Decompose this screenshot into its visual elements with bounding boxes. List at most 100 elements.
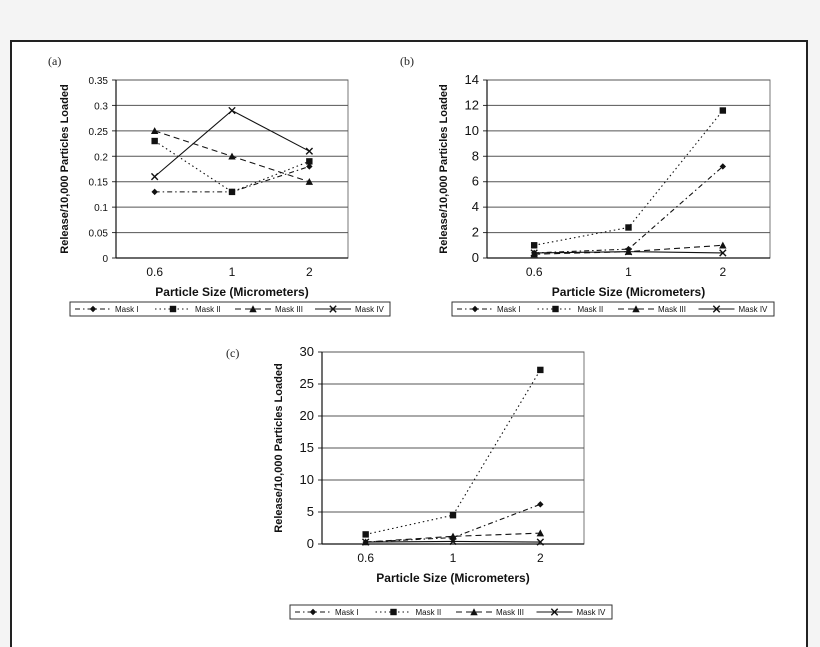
x-tick-label: 1 — [450, 551, 457, 565]
legend: Mask I Mask II Mask III Mask IV — [451, 301, 775, 317]
y-tick-label: 30 — [300, 344, 314, 359]
legend-marker — [550, 608, 559, 616]
legend-marker — [89, 305, 97, 313]
data-point — [305, 147, 314, 155]
legend-box — [289, 604, 613, 620]
x-tick-label: 0.6 — [357, 551, 374, 565]
legend-label: Mask II — [578, 305, 604, 314]
x-tick-label: 2 — [719, 265, 726, 279]
y-tick-label: 0 — [472, 250, 479, 265]
series-line — [534, 166, 724, 254]
y-tick-label: 15 — [300, 440, 314, 455]
data-point — [228, 106, 236, 115]
x-tick-label: 2 — [537, 551, 544, 565]
legend-box — [451, 301, 775, 317]
y-tick-label: 0.2 — [94, 152, 108, 163]
series-mask-ii — [151, 137, 313, 196]
data-point — [625, 224, 632, 231]
data-point — [362, 531, 369, 538]
data-point — [449, 532, 457, 540]
legend-label: Mask I — [497, 305, 521, 314]
y-tick-label: 25 — [300, 376, 314, 391]
data-point — [530, 249, 538, 257]
x-tick-label: 1 — [625, 265, 632, 279]
legend-label: Mask II — [416, 608, 442, 617]
series-mask-iv — [530, 247, 727, 257]
y-tick-label: 10 — [300, 472, 314, 487]
panel-label-b: (b) — [400, 54, 414, 68]
series-mask-iv — [361, 537, 545, 546]
panel-label-c: (c) — [226, 346, 240, 360]
data-point — [228, 188, 236, 196]
x-axis-label: Particle Size (Micrometers) — [376, 571, 529, 585]
x-tick-label: 2 — [306, 265, 313, 279]
series-line — [365, 532, 541, 543]
data-point — [228, 152, 236, 160]
y-tick-label: 5 — [307, 504, 314, 519]
data-point — [305, 178, 314, 185]
data-point — [536, 529, 545, 537]
legend-marker — [309, 608, 317, 616]
x-axis-label: Particle Size (Micrometers) — [552, 285, 705, 299]
legend-label: Mask I — [115, 305, 139, 314]
y-tick-label: 4 — [472, 199, 479, 214]
x-axis-label: Particle Size (Micrometers) — [155, 285, 308, 299]
data-point — [306, 163, 313, 170]
data-point — [530, 242, 538, 249]
y-tick-label: 0 — [307, 536, 314, 551]
legend-label: Mask III — [496, 608, 524, 617]
legend-label: Mask III — [658, 305, 686, 314]
legend-label: Mask III — [275, 305, 303, 314]
y-axis-label: Release/10,000 Particles Loaded — [273, 363, 285, 532]
y-tick-label: 0.25 — [89, 127, 109, 138]
y-tick-label: 0.15 — [89, 178, 109, 189]
y-tick-label: 0.05 — [89, 229, 109, 240]
data-point — [361, 538, 370, 546]
y-tick-label: 20 — [300, 408, 314, 423]
legend-box — [69, 301, 391, 317]
panel-label-a: (a) — [48, 54, 62, 68]
y-tick-label: 2 — [472, 225, 479, 240]
series-mask-iv — [150, 106, 314, 181]
x-tick-label: 0.6 — [146, 265, 163, 279]
legend-marker — [390, 608, 397, 616]
data-point — [719, 241, 727, 249]
legend-marker — [632, 305, 640, 313]
legend-label: Mask II — [195, 305, 221, 314]
series-mask-ii — [362, 366, 544, 538]
y-tick-label: 0.3 — [94, 101, 108, 112]
data-point — [719, 163, 727, 170]
series-mask-ii — [530, 107, 727, 249]
data-point — [449, 512, 457, 519]
x-tick-label: 0.6 — [526, 265, 543, 279]
data-point — [306, 158, 313, 165]
legend-marker — [470, 608, 478, 616]
y-tick-label: 12 — [465, 97, 479, 112]
data-point — [624, 247, 633, 256]
legend-label: Mask IV — [739, 305, 769, 314]
y-tick-label: 8 — [472, 148, 479, 163]
legend-label: Mask I — [335, 608, 359, 617]
legend-marker — [329, 305, 337, 313]
y-tick-label: 14 — [465, 72, 479, 87]
legend-marker — [249, 305, 257, 313]
data-point — [536, 538, 545, 546]
series-line — [365, 503, 541, 543]
data-point — [719, 249, 727, 257]
data-point — [151, 188, 158, 196]
legend: Mask I Mask II Mask III Mask IV — [69, 301, 391, 317]
chart-a: 0 0.05 0.1 0.15 0.2 0.25 0.3 0.35 0.6 1 2 Particle … — [59, 76, 391, 317]
legend: Mask I Mask II Mask III Mask IV — [289, 604, 613, 620]
data-point — [150, 172, 159, 181]
y-axis-label: Release/10,000 Particles Loaded — [438, 84, 450, 253]
y-tick-label: 6 — [472, 174, 479, 189]
y-axis-label: Release/10,000 Particles Loaded — [59, 84, 71, 253]
legend-marker — [552, 305, 559, 313]
series-mask-iii — [150, 127, 314, 185]
data-point — [151, 137, 158, 145]
data-point — [537, 366, 544, 374]
legend-label: Mask IV — [355, 305, 385, 314]
data-point — [719, 107, 727, 114]
y-tick-label: 0.1 — [94, 203, 108, 214]
